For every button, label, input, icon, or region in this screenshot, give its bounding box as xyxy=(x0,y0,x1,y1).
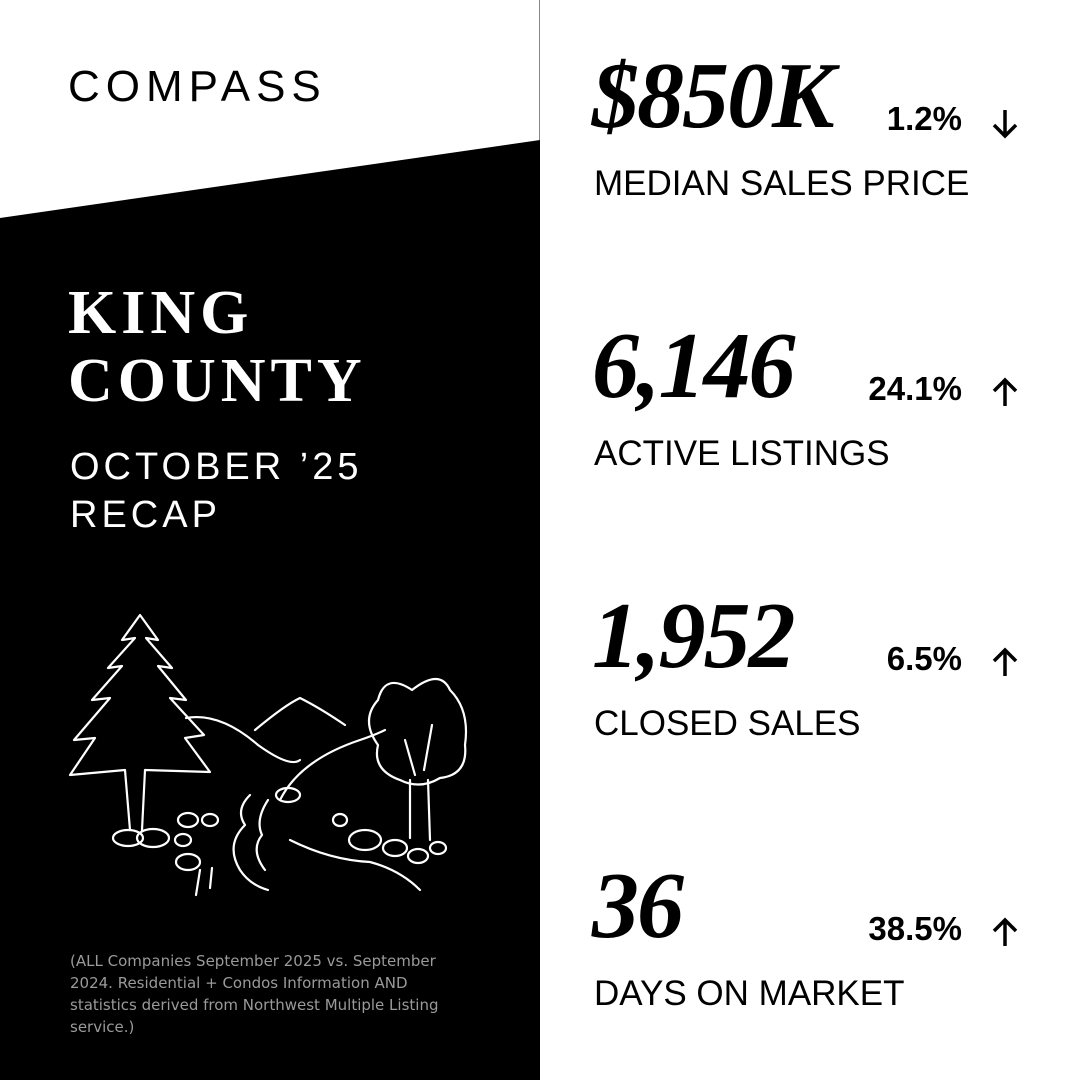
landscape-illustration xyxy=(68,613,468,897)
subtitle-line: OCTOBER ’25 xyxy=(70,446,363,488)
stat-value: 1,952 xyxy=(592,584,795,688)
stat-label: ACTIVE LISTINGS xyxy=(594,434,890,473)
stat-label: MEDIAN SALES PRICE xyxy=(594,164,970,203)
stat-value: 36 xyxy=(592,854,684,958)
change-arrows xyxy=(992,110,1018,946)
stat-label: CLOSED SALES xyxy=(594,704,861,743)
title-line: COUNTY xyxy=(68,347,367,415)
stat-value: $850K xyxy=(592,44,835,148)
stat-value: 6,146 xyxy=(592,314,795,418)
stat-label: DAYS ON MARKET xyxy=(594,974,905,1013)
footnote: (ALL Companies September 2025 vs. Septem… xyxy=(70,952,439,1036)
stat-change: 6.5% xyxy=(886,640,962,677)
logo: COMPASS xyxy=(68,62,327,111)
title-line: KING xyxy=(68,279,254,347)
stat-change: 38.5% xyxy=(868,910,962,947)
arrow-up xyxy=(992,917,1018,946)
arrow-down xyxy=(992,110,1018,139)
stat-change: 24.1% xyxy=(868,370,962,407)
subtitle-line: RECAP xyxy=(70,494,221,536)
stat-change: 1.2% xyxy=(886,100,962,137)
arrow-up xyxy=(992,377,1018,406)
arrow-up xyxy=(992,647,1018,676)
